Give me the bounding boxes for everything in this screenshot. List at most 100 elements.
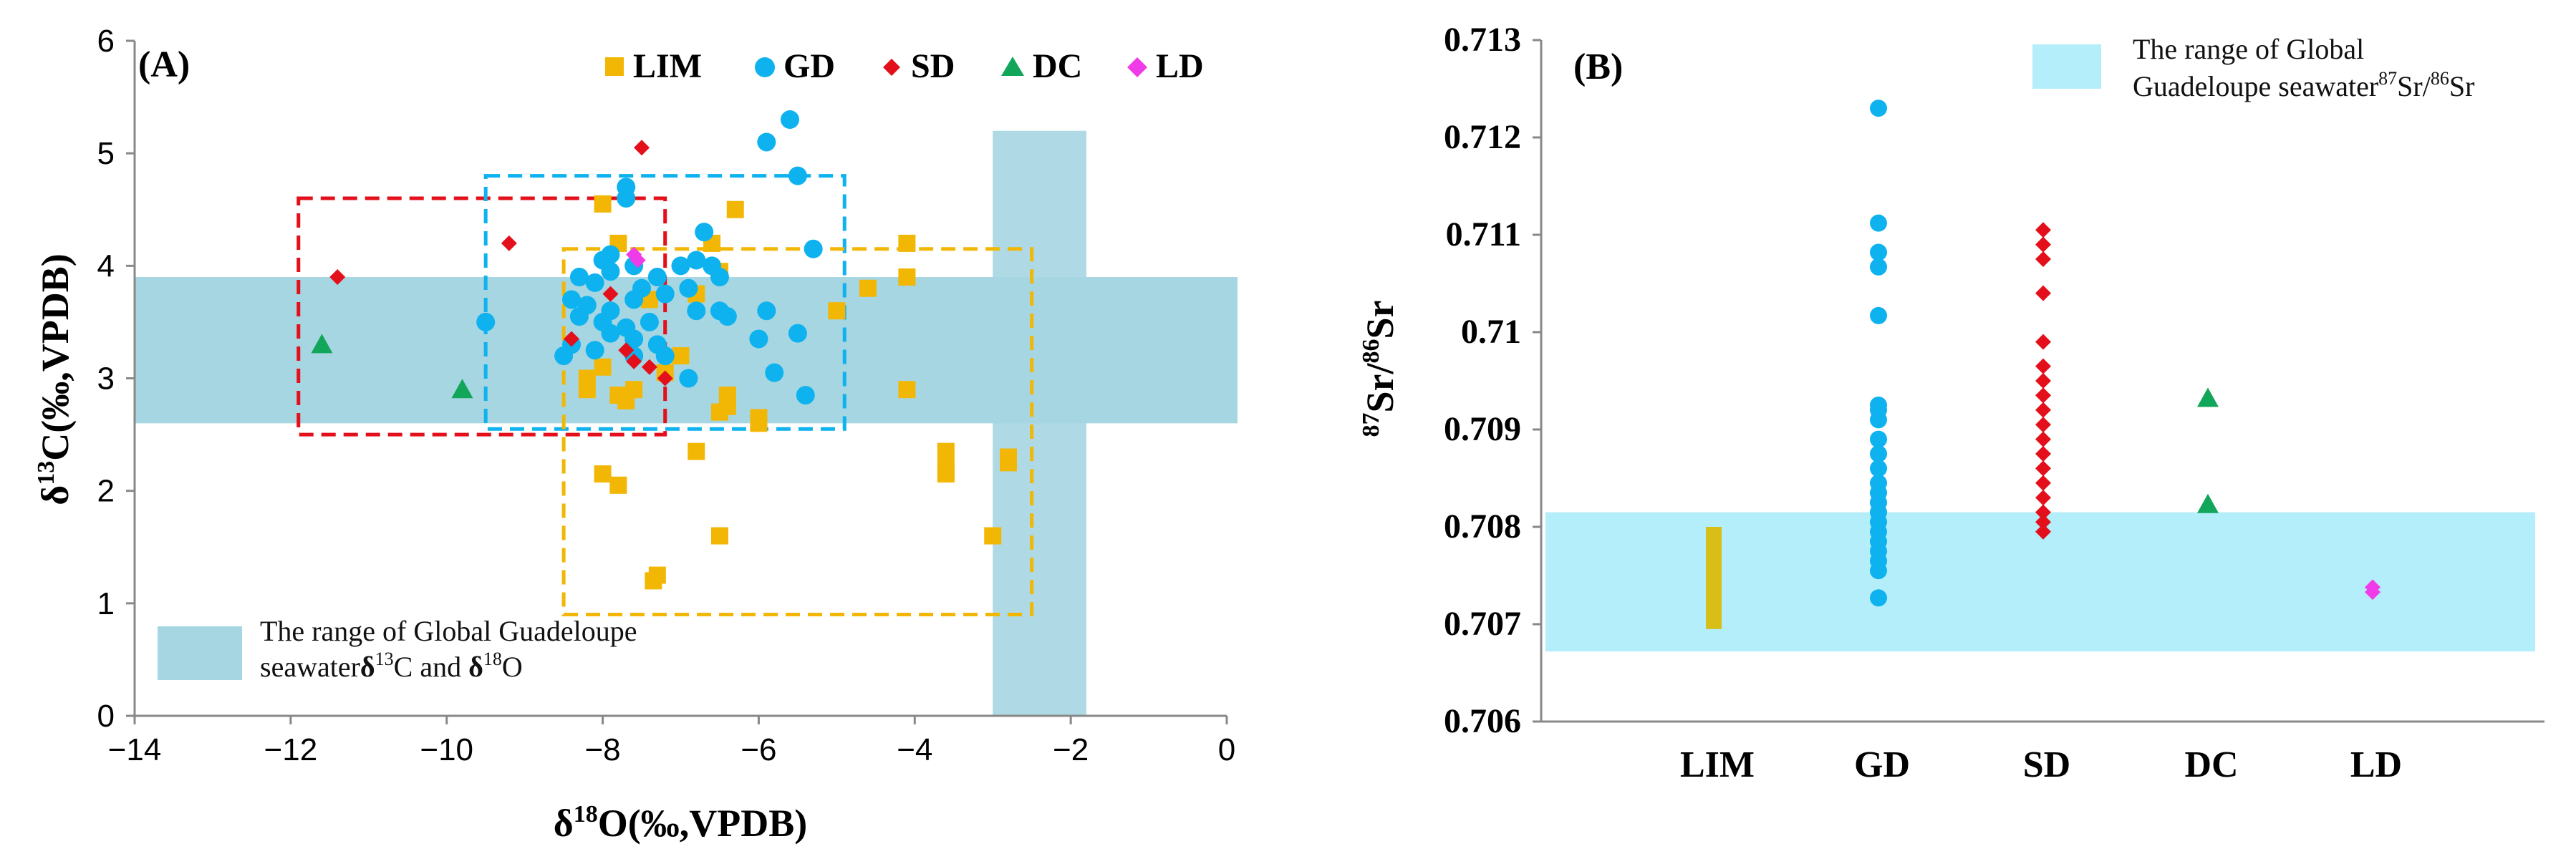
sd-point: [2035, 358, 2051, 374]
lim-point: [898, 234, 916, 252]
gd-point: [601, 262, 620, 281]
gd-point: [1870, 99, 1887, 117]
gd-point: [655, 346, 675, 366]
gd-point: [569, 307, 589, 326]
y-tick-label: 0.707: [1444, 605, 1521, 643]
lim-point: [645, 572, 662, 590]
sd-point: [602, 286, 619, 302]
lim-point: [594, 465, 612, 483]
sd-point: [618, 342, 635, 359]
band-legend-line2: Guadeloupe seawater87Sr/86Sr: [2133, 68, 2474, 102]
sd-cluster-box: [296, 196, 667, 437]
band-legend-line1: The range of Global: [2133, 33, 2364, 65]
sd-point: [2035, 373, 2051, 389]
gd-point: [788, 166, 807, 185]
legend-lim-label: LIM: [633, 47, 702, 85]
gd-point: [718, 307, 737, 326]
band-legend: The range of Global Guadeloupe seawater8…: [2032, 33, 2474, 102]
sd-point: [2035, 490, 2051, 506]
lim-point: [726, 200, 744, 218]
y-tick-labels: 0 1 2 3 4 5 6: [97, 24, 135, 734]
panel-label: (B): [1573, 47, 1623, 87]
dc-point: [451, 379, 473, 399]
sd-point: [657, 370, 673, 387]
y-tick-label: 0.709: [1444, 410, 1521, 448]
x-category-label: SD: [2023, 744, 2070, 785]
gd-point: [601, 245, 620, 264]
sd-point: [2035, 417, 2051, 433]
legend-ld-marker: [1127, 57, 1147, 77]
gd-point: [687, 301, 706, 321]
sd-point: [2035, 460, 2051, 477]
gd-point: [647, 268, 667, 287]
gd-point: [1870, 306, 1887, 324]
gd-point: [1870, 411, 1887, 429]
gd-point: [710, 268, 729, 287]
lim-point: [609, 476, 627, 494]
x-category-labels: LIM GD SD DC LD: [1680, 744, 2402, 785]
x-category-label: DC: [2184, 744, 2238, 785]
sd-point: [626, 353, 642, 369]
y-tick-label: 6: [97, 24, 115, 59]
gd-point: [679, 369, 698, 388]
x-tick-labels: −14 −12 −10 −8 −6 −4 −2 0: [108, 716, 1235, 767]
sd-point: [2035, 285, 2051, 301]
legend-gd-label: GD: [783, 47, 835, 85]
y-tick-label: 0.708: [1444, 508, 1521, 545]
sd-point: [329, 269, 346, 286]
lim-point: [828, 302, 846, 320]
dc-point: [2197, 387, 2219, 407]
band-legend: The range of Global Guadeloupe seawaterδ…: [158, 615, 637, 683]
gd-point: [757, 301, 776, 321]
gd-cluster-box: [483, 174, 846, 431]
sd-point: [2035, 504, 2051, 520]
y-tick-label: 0.712: [1444, 118, 1521, 156]
gd-point: [757, 132, 776, 152]
lim-point: [898, 268, 916, 286]
legend-dc-marker: [1001, 57, 1024, 76]
gd-point: [788, 324, 807, 343]
sd-point: [2035, 387, 2051, 404]
sd-point: [2035, 402, 2051, 418]
gd-point: [695, 223, 714, 242]
sd-point: [564, 331, 579, 347]
x-category-label: GD: [1854, 744, 1910, 785]
x-tick-label: −10: [420, 732, 473, 767]
panel-label: (A): [138, 44, 190, 85]
gd-point: [687, 251, 706, 270]
y-tick-label: 4: [97, 248, 115, 283]
sd-point: [2035, 431, 2051, 447]
lim-point: [710, 403, 728, 421]
gd-point: [765, 363, 784, 382]
lim-cluster-box: [561, 247, 1034, 617]
sd-point: [2035, 514, 2051, 530]
sd-point: [641, 359, 657, 375]
y-tick-labels: 0.706 0.707 0.708 0.709 0.71 0.711 0.712 0.713: [1444, 21, 1541, 740]
lim-point: [898, 381, 916, 399]
gd-point: [562, 290, 581, 309]
gd-point: [1870, 430, 1887, 448]
y-tick-label: 3: [97, 361, 115, 397]
gd-point: [476, 312, 496, 331]
sd-point: [2035, 334, 2051, 350]
gd-point: [1870, 243, 1887, 261]
y-tick-label: 2: [97, 474, 115, 509]
x-category-label: LD: [2350, 744, 2402, 785]
band-legend-line1: The range of Global Guadeloupe: [260, 615, 637, 647]
sd-point: [2035, 475, 2051, 491]
legend-ld-label: LD: [1156, 47, 1204, 85]
ld-point: [629, 252, 646, 268]
lim-point: [578, 381, 596, 399]
gd-point: [1870, 258, 1887, 276]
gd-point: [804, 239, 823, 258]
gd-point: [1870, 445, 1887, 462]
y-tick-label: 0: [97, 699, 115, 734]
legend-sd-label: SD: [911, 47, 955, 85]
data-points: [311, 110, 1017, 590]
sd-point: [501, 235, 517, 251]
cluster-boxes: [296, 174, 1034, 617]
x-axis-title: δ18O(‰,VPDB): [554, 801, 808, 845]
sd-point: [2035, 251, 2051, 267]
gd-point: [624, 290, 644, 309]
